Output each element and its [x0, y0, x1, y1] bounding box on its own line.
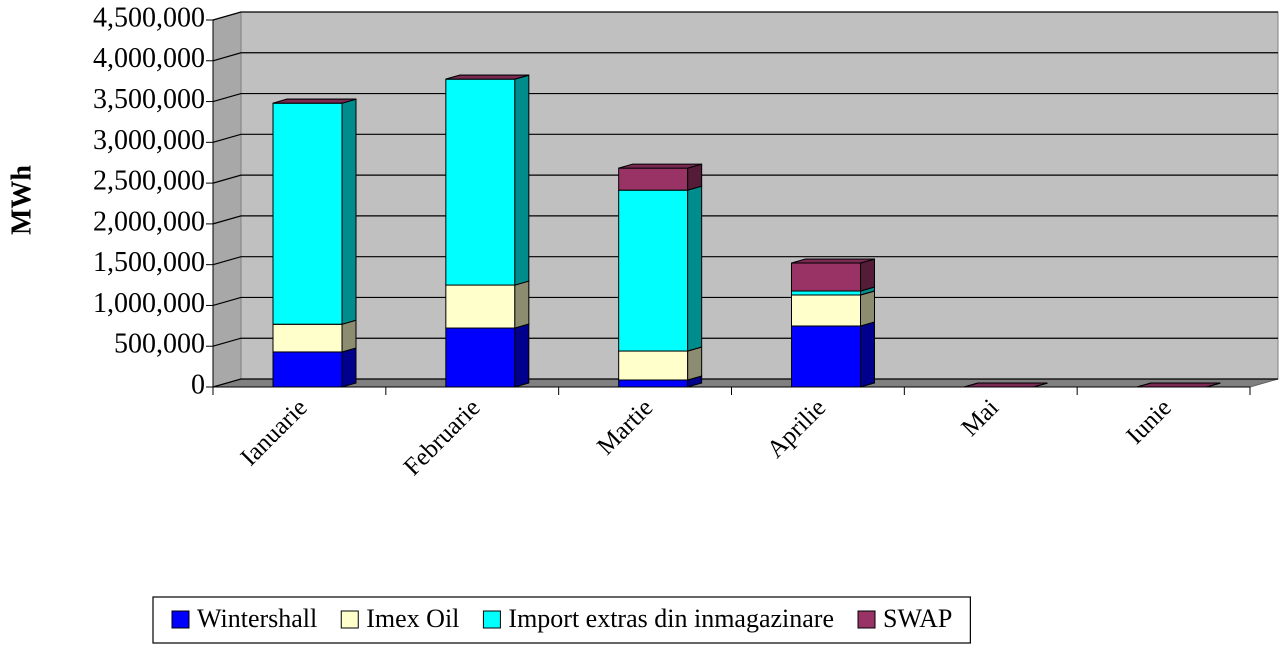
- legend-label: Wintershall: [197, 604, 317, 633]
- legend-swatch: [171, 610, 190, 629]
- bar-segment: [272, 351, 343, 388]
- y-axis-label: MWh: [6, 165, 37, 235]
- legend-box: [152, 596, 971, 644]
- bar-top: [964, 382, 1048, 388]
- bar-side: [860, 321, 875, 388]
- y-tick-label: 0: [191, 369, 205, 400]
- legend: Wintershall Imex Oil Import extras din inm…: [152, 596, 971, 644]
- bar-segment: [618, 167, 689, 191]
- bar-top: [1137, 382, 1221, 388]
- bar-side: [341, 98, 357, 325]
- grid-line: [212, 92, 1278, 103]
- grid-line: [212, 11, 1278, 21]
- grid-line: [212, 256, 1278, 266]
- bar-segment: [272, 102, 343, 325]
- grid-line: [212, 337, 1278, 347]
- y-tick-label: 4,500,000: [93, 2, 205, 33]
- floor: [212, 378, 1279, 388]
- legend-swatch: [482, 610, 501, 629]
- x-tick-label: Februarie: [399, 394, 486, 481]
- grid-line: [212, 133, 1278, 143]
- legend-label: Import extras din inmagazinare: [508, 604, 834, 633]
- bar-segment: [445, 78, 516, 286]
- legend-swatch: [857, 610, 876, 629]
- bar-segment: [791, 290, 861, 296]
- bar-top: [618, 163, 702, 169]
- bar-side: [341, 347, 357, 388]
- bar-top: [445, 74, 529, 80]
- grid-line: [212, 52, 1278, 62]
- y-tick-label: 2,000,000: [93, 206, 205, 237]
- bar-segment: [272, 323, 343, 353]
- bar-side: [860, 258, 875, 292]
- x-tick-label: Ianuarie: [236, 394, 313, 471]
- y-tick-label: 3,000,000: [93, 125, 205, 156]
- grid-line: [212, 378, 1278, 388]
- y-tick-label: 2,500,000: [93, 166, 205, 197]
- legend-swatch: [340, 610, 359, 629]
- x-tick-label: Mai: [956, 394, 1004, 442]
- back-wall: [240, 11, 1279, 380]
- side-wall: [212, 11, 242, 388]
- bar-segment: [618, 189, 689, 352]
- legend-label: Imex Oil: [366, 604, 459, 633]
- legend-label: SWAP: [883, 604, 952, 633]
- bar-segment: [791, 325, 861, 388]
- y-tick-label: 500,000: [114, 329, 205, 360]
- bar-side: [687, 185, 703, 352]
- bar-segment: [791, 262, 861, 292]
- grid-line: [212, 174, 1278, 184]
- bar-top: [791, 258, 875, 264]
- bar-side: [687, 346, 703, 381]
- grid-line: [212, 296, 1278, 307]
- bar-segment: [445, 284, 516, 329]
- x-tick-label: Martie: [592, 394, 658, 460]
- y-tick-label: 3,500,000: [93, 84, 205, 115]
- bar-side: [514, 323, 530, 388]
- grid-line: [212, 215, 1278, 225]
- y-tick-label: 4,000,000: [93, 43, 205, 74]
- bar-side: [514, 74, 530, 286]
- y-tick-label: 1,000,000: [93, 288, 205, 319]
- bar-segment: [791, 294, 861, 327]
- x-tick-label: Aprilie: [762, 394, 831, 463]
- bar-side: [860, 290, 875, 327]
- bar-side: [514, 280, 530, 329]
- bar-segment: [618, 350, 689, 381]
- x-tick-label: Iunie: [1121, 394, 1176, 449]
- bar-segment: [618, 379, 689, 388]
- y-tick-label: 1,500,000: [93, 247, 205, 278]
- bar-top: [272, 98, 357, 104]
- bar-side: [341, 319, 357, 353]
- bar-segment: [445, 327, 516, 388]
